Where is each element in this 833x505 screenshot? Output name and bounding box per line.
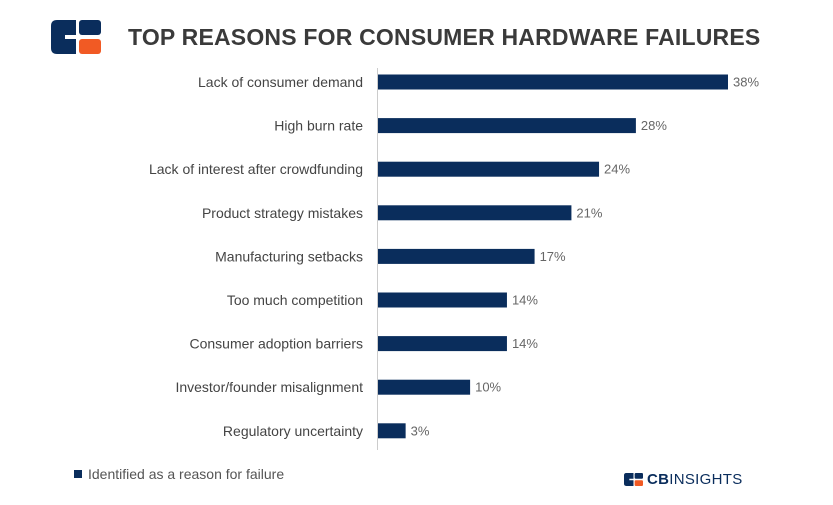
bar [378, 118, 636, 134]
data-label: 10% [475, 380, 501, 395]
category-label: Lack of consumer demand [198, 74, 363, 90]
bar [378, 74, 728, 90]
chart-title: TOP REASONS FOR CONSUMER HARDWARE FAILUR… [128, 24, 761, 50]
bar [378, 161, 600, 177]
data-label: 28% [641, 118, 667, 133]
bar [378, 379, 471, 395]
category-label: High burn rate [274, 118, 363, 134]
legend-swatch [74, 470, 82, 478]
data-label: 24% [604, 162, 630, 177]
brand-wordmark: CBINSIGHTS [647, 471, 743, 488]
category-label: Product strategy mistakes [202, 205, 363, 221]
bar [378, 336, 507, 352]
category-label: Investor/founder misalignment [175, 379, 363, 395]
category-label: Too much competition [227, 292, 363, 308]
legend: Identified as a reason for failure [74, 466, 284, 482]
data-label: 21% [576, 205, 602, 220]
category-label: Regulatory uncertainty [223, 423, 363, 439]
bar-chart: Lack of consumer demand 38% High burn rate… [149, 68, 759, 450]
data-label: 14% [512, 336, 538, 351]
data-label: 38% [733, 75, 759, 90]
bar [378, 423, 406, 439]
category-label: Manufacturing setbacks [215, 248, 363, 264]
category-label: Lack of interest after crowdfunding [149, 161, 363, 177]
category-label: Consumer adoption barriers [189, 336, 363, 352]
brand-footer: CBINSIGHTS [624, 471, 743, 488]
cb-insights-mark-icon [624, 473, 643, 486]
legend-label: Identified as a reason for failure [88, 466, 285, 482]
brand-rest: INSIGHTS [669, 471, 743, 488]
data-label: 14% [512, 293, 538, 308]
bar [378, 292, 507, 308]
cb-insights-logo-icon [51, 20, 101, 54]
brand-bold: CB [647, 471, 670, 488]
data-label: 3% [411, 423, 430, 438]
bar [378, 248, 535, 264]
data-label: 17% [540, 249, 566, 264]
bar [378, 205, 572, 221]
